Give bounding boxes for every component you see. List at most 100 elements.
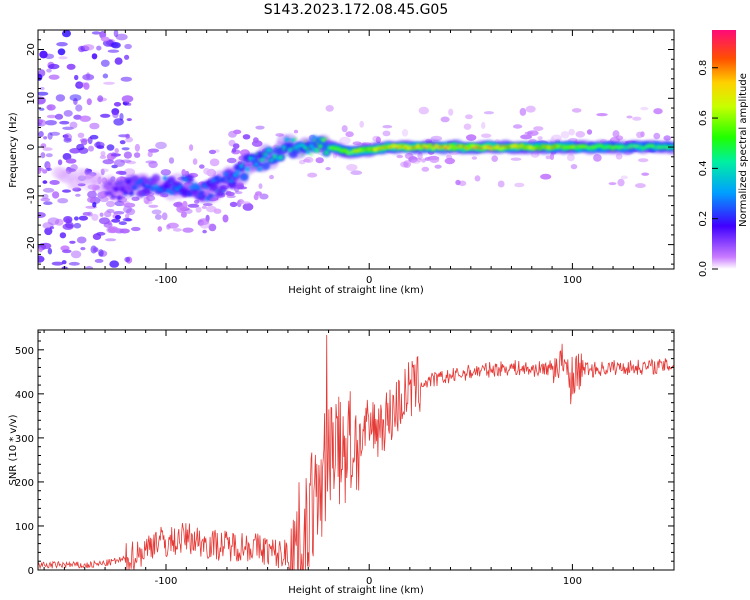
spectrogram-ridge-point [295,138,298,140]
spectrogram-ridge-point [264,152,267,155]
spectrogram-ridge-point [423,146,426,149]
spectrogram-ridge-point [447,145,450,147]
spectrogram-noise-blob [474,175,481,182]
colorbar-tick-label: 0.4 [698,160,709,176]
spectrogram-ridge-point [554,145,557,148]
spectrogram-ridge-point [208,193,214,199]
spectrogram-ridge-point [648,145,651,148]
spectrogram-ridge-point [563,146,566,149]
spectrogram-ridge-point [657,147,660,150]
spectrogram-noise-blob [203,167,211,175]
spectrogram-ridge-point [250,156,256,162]
spectrogram-noise-blob [608,182,617,186]
spectrogram-noise-blob [560,131,570,139]
spectrogram-ridge-point [569,145,572,148]
spectrogram-ridge-point [301,153,304,156]
spectrogram-noise-blob [125,133,130,139]
spectrogram-ridge-point [115,182,118,185]
spectrogram-ridge-point [541,144,544,147]
spectrogram-noise-blob [111,218,121,223]
spectrogram-ridge-point [389,146,392,149]
snr-ticks [38,330,675,571]
spectrogram-noise-blob [524,131,533,135]
spectrogram-ridge-point [523,146,526,149]
spectrogram-ridge-point [599,144,602,147]
spectrogram-noise-blob [225,191,235,196]
spectrogram-noise-blob [87,190,97,199]
spectrogram-ridge-point [660,145,663,148]
spectrogram-noise-blob [63,216,73,223]
spectrogram-ridge-point [110,194,116,199]
spectrogram-noise-blob [89,122,100,130]
colorbar: 0.0 0.2 0.4 0.6 0.8 Normalized spectral ampl… [698,30,749,277]
spectrogram-noise-blob [527,130,539,137]
spectrogram-ridge-point [365,148,368,151]
spectrogram-ylabel: Frequency (Hz) [8,112,19,188]
spectrogram-noise-blob [430,135,443,141]
spectrogram-ridge-point [238,164,244,169]
spectrogram-noise-blob [119,200,131,207]
spectrogram-ridge-point [426,147,429,150]
spectrogram-noise-blob [653,132,661,140]
spectrogram-noise-blob [119,228,130,234]
spectrogram-noise-blob [147,151,153,158]
spectrogram-noise-blob [455,179,461,186]
spectrogram-noise-blob [44,227,53,236]
spectrogram-noise-blob [346,164,358,171]
spectrogram-noise-blob [100,59,110,67]
spectrogram-ridge-point [244,166,250,172]
spectrogram-noise-blob [99,155,107,159]
colorbar-tick-label: 0.2 [698,211,709,227]
spectrogram-ridge-point [612,145,614,148]
spectrogram-ridge-point [177,184,183,189]
spectrogram-ridge-point [206,187,209,190]
spectrogram-ridge-point [185,178,188,181]
spectrogram-ridge-point [663,146,666,149]
spectrogram-ridge-point [353,149,355,152]
colorbar-label: Normalized spectral amplitude [738,73,749,227]
y-tick-label: 20 [26,43,37,56]
spectrogram-noise-blob [76,236,87,244]
spectrogram-ridge-point [109,182,112,185]
spectrogram-ridge-point [266,147,272,153]
spectrogram-noise-blob [189,144,194,151]
spectrogram-noise-blob [208,223,217,232]
spectrogram-noise-blob [43,136,48,140]
spectrogram-noise-blob [94,258,104,263]
spectrogram-noise-blob [568,128,575,136]
spectrogram-noise-blob [239,201,251,205]
spectrogram-noise-blob [497,180,505,188]
spectrogram-ridge-point [121,181,124,184]
spectrogram-noise-blob [122,217,132,222]
spectrogram-noise-blob [100,36,110,42]
spectrogram-ridge-point [368,147,371,150]
spectrogram-ridge-point [401,145,404,147]
spectrogram-frame [37,29,675,270]
spectrogram-noise-blob [653,108,663,115]
spectrogram-ridge-point [413,146,416,149]
spectrogram-noise-blob [45,153,53,158]
spectrogram-ridge-point [122,190,128,196]
spectrogram-ridge-point [324,150,329,155]
spectrogram-noise-blob [97,95,104,103]
spectrogram-noise-blob [258,183,263,189]
spectrogram-noise-blob [91,31,101,35]
spectrogram-noise-blob [209,158,220,167]
spectrogram-ridge-point [154,184,157,187]
spectrogram-ridge-point [511,145,514,148]
spectrogram-noise-blob [242,202,254,211]
x-tick-label: 0 [366,275,372,286]
spectrogram-noise-blob [545,155,552,160]
spectrogram-noise-blob [46,104,56,111]
spectrogram-noise-blob [62,249,72,254]
spectrogram-noise-blob [49,180,60,185]
spectrogram-ridge-point [129,191,134,196]
spectrogram-ridge-point [340,149,343,152]
spectrogram-ridge-point [535,147,538,150]
spectrogram-noise-blob [42,180,48,184]
spectrogram-ridge-point [465,147,468,150]
spectrogram-ridge-point [170,181,173,184]
spectrogram-ridge-point [179,192,182,195]
spectrogram-ridge-point [551,147,554,149]
spectrogram-ridge-point [624,145,627,148]
